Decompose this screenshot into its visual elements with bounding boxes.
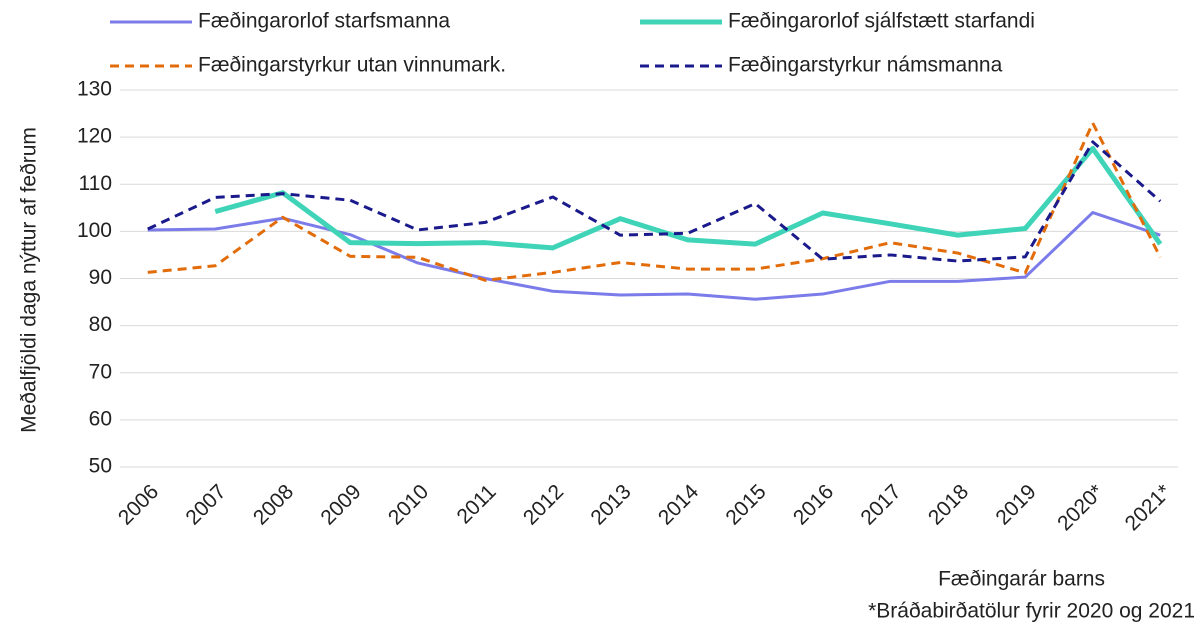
y-tick-label: 60 [89, 407, 112, 430]
y-tick-label: 120 [77, 125, 112, 148]
series-line [147, 140, 1162, 263]
y-tick-label: 50 [89, 455, 112, 478]
y-tick-label: 70 [89, 360, 112, 383]
note: *Bráðabirðatölur fyrir 2020 og 2021 [868, 600, 1195, 623]
legend-label: Fæðingarstyrkur námsmanna [728, 54, 1003, 77]
x-tick-label: 2014 [654, 480, 704, 530]
y-tick-label: 130 [77, 78, 112, 101]
x-tick-label: 2019 [991, 480, 1040, 529]
x-axis-title: Fæðingarár barns [938, 568, 1105, 591]
x-tick-label: 2010 [384, 480, 433, 529]
legend-label: Fæðingarorlof sjálfstætt starfandi [728, 10, 1035, 33]
legend-label: Fæðingarorlof starfsmanna [198, 10, 450, 33]
legend-label: Fæðingarstyrkur utan vinnumark. [198, 54, 506, 77]
y-tick-label: 90 [89, 266, 112, 289]
x-tick-label: 2006 [114, 480, 163, 529]
y-axis-title: Meðalfjöldi daga nýttur af feðrum [18, 127, 41, 433]
y-tick-label: 80 [89, 313, 112, 336]
x-tick-label: 2013 [586, 480, 635, 529]
x-tick-label: 2011 [453, 480, 501, 528]
x-tick-label: 2009 [316, 480, 365, 529]
x-tick-label: 2021* [1121, 480, 1176, 535]
x-tick-label: 2020* [1053, 480, 1108, 535]
x-tick-label: 2018 [924, 480, 973, 529]
y-tick-label: 100 [77, 219, 112, 242]
y-tick-label: 110 [79, 172, 112, 195]
x-tick-label: 2017 [856, 480, 905, 529]
x-tick-label: 2012 [519, 480, 568, 529]
series-line [214, 145, 1163, 251]
x-tick-label: 2016 [789, 480, 838, 529]
x-tick-label: 2007 [181, 480, 230, 529]
series-line [147, 211, 1161, 301]
x-tick-label: 2008 [249, 480, 298, 529]
x-tick-label: 2015 [721, 480, 770, 529]
